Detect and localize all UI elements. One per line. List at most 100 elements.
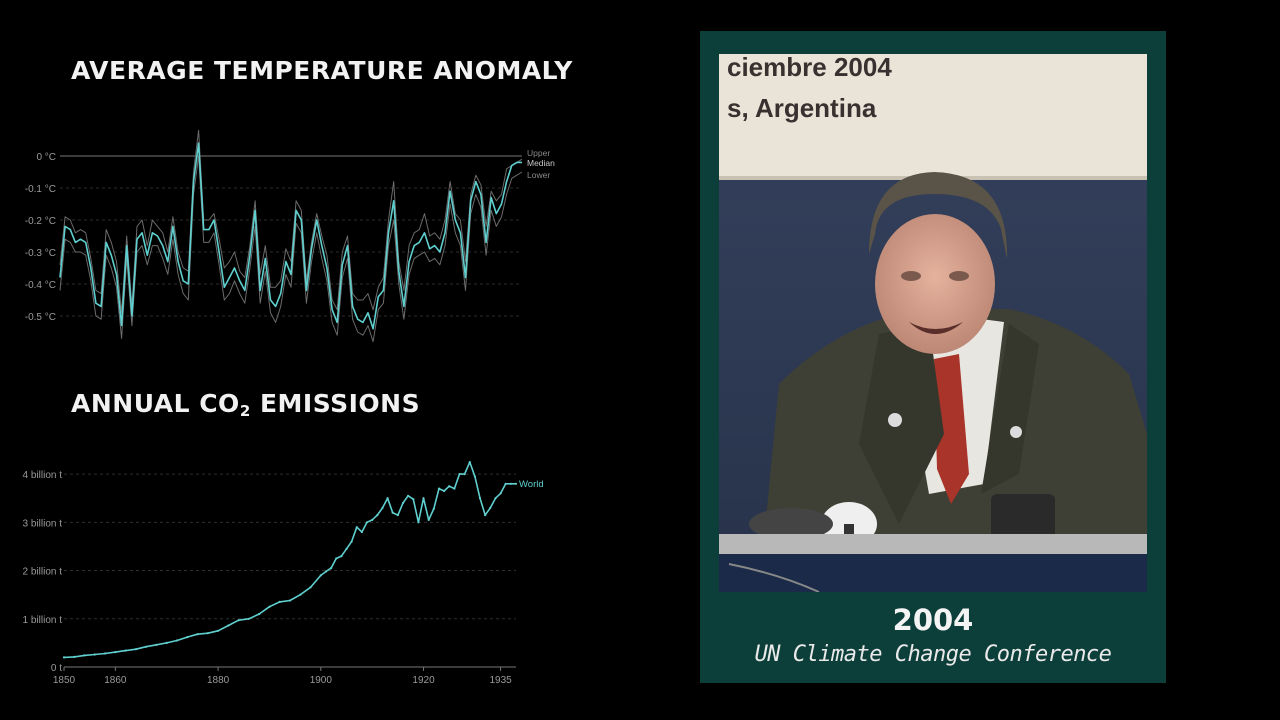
co2-data-point (432, 507, 435, 510)
co2-data-point (458, 473, 461, 476)
co2-data-point (247, 617, 250, 620)
co2-data-point (407, 494, 410, 497)
co2-data-point (350, 540, 353, 543)
co2-data-point (391, 511, 394, 514)
temp-y-tick-label: 0 °C (36, 152, 56, 163)
co2-x-tick-label: 1880 (207, 675, 230, 686)
co2-data-point (155, 643, 158, 646)
banner-text-line2: s, Argentina (727, 93, 877, 123)
co2-emissions-chart: 4 billion t 3 billion t 2 billion t 1 billi… (23, 461, 544, 686)
co2-data-point (509, 482, 512, 485)
co2-data-point (484, 514, 487, 517)
desk-front (719, 554, 1147, 592)
co2-data-point (371, 518, 374, 521)
co2-data-point (437, 487, 441, 490)
red-tie (934, 354, 969, 504)
co2-series-world-line (63, 461, 516, 659)
co2-data-point (489, 506, 492, 509)
co2-data-point (258, 612, 261, 616)
co2-data-point (360, 530, 363, 534)
co2-title-subscript: 2 (239, 402, 251, 420)
co2-y-tick-label: 0 t (51, 663, 62, 674)
co2-data-point (104, 652, 107, 655)
co2-x-tick-label: 1920 (412, 675, 435, 686)
co2-data-point (514, 482, 518, 485)
co2-data-point (278, 600, 281, 603)
co2-data-point (124, 649, 127, 652)
speaker-hair (869, 172, 1008, 259)
co2-data-point (473, 475, 476, 478)
co2-data-point (335, 557, 338, 560)
co2-data-point (324, 570, 328, 573)
co2-data-point (165, 641, 168, 644)
event-year: 2004 (892, 603, 974, 637)
temp-y-tick-label: -0.1 °C (25, 184, 56, 195)
co2-y-tick-label: 4 billion t (23, 470, 63, 481)
speaker-face (875, 214, 995, 354)
co2-data-point (376, 514, 379, 517)
co2-data-point (448, 485, 451, 488)
co2-data-point (175, 639, 179, 642)
co2-data-point (355, 526, 358, 529)
temperature-anomaly-chart: 0 °C -0.1 °C -0.2 °C -0.3 °C -0.4 °C -0.5 °C U… (25, 129, 555, 343)
co2-data-point (443, 489, 446, 493)
co2-data-point (504, 482, 507, 485)
conference-photo-illustration: ciembre 2004 s, Argentina (719, 54, 1147, 592)
co2-data-point (319, 574, 322, 577)
co2-x-tick-label: 1850 (53, 675, 76, 686)
co2-data-point (396, 514, 399, 517)
temperature-chart-title: AVERAGE TEMPERATURE ANOMALY (71, 56, 573, 85)
co2-data-point (417, 521, 420, 524)
co2-data-point (386, 497, 389, 500)
temp-y-tick-label: -0.2 °C (25, 216, 56, 227)
co2-data-point (499, 492, 502, 495)
co2-data-point (365, 521, 369, 524)
co2-data-point (401, 501, 405, 505)
co2-data-point (134, 648, 137, 651)
co2-data-point (309, 586, 312, 589)
co2-data-point (478, 497, 482, 500)
co2-data-point (330, 567, 333, 570)
co2-data-point (145, 645, 148, 648)
temp-series-upper-line (59, 129, 523, 314)
co2-data-point (453, 487, 456, 490)
co2-data-point (217, 629, 220, 632)
co2-data-point (206, 632, 209, 635)
co2-data-point (186, 636, 189, 639)
co2-data-point (412, 498, 415, 501)
co2-data-point (345, 547, 348, 550)
co2-data-point (299, 593, 302, 596)
co2-data-point (196, 633, 199, 636)
co2-x-tick-label: 1935 (489, 675, 512, 686)
co2-data-point (340, 555, 343, 558)
co2-x-tick-label: 1860 (104, 675, 127, 686)
temp-legend-median: Median (527, 158, 555, 168)
co2-data-point (381, 506, 384, 509)
co2-data-point (73, 655, 76, 658)
temp-y-tick-label: -0.5 °C (25, 312, 56, 323)
co2-y-tick-label: 3 billion t (23, 518, 63, 529)
temp-y-tick-label: -0.4 °C (25, 280, 56, 291)
banner-sign (719, 54, 1147, 179)
temp-y-tick-label: -0.3 °C (25, 248, 56, 259)
co2-data-point (422, 497, 425, 500)
co2-data-point (268, 605, 271, 608)
co2-data-point (427, 518, 430, 521)
co2-title-suffix: EMISSIONS (250, 389, 421, 418)
co2-title-prefix: ANNUAL CO (71, 389, 240, 418)
co2-data-point (494, 497, 497, 500)
temp-legend-lower: Lower (527, 170, 550, 180)
co2-x-tick-label: 1900 (310, 675, 333, 686)
co2-data-point (83, 654, 86, 657)
co2-data-point (227, 624, 230, 627)
co2-legend-world: World (519, 479, 544, 490)
co2-data-point (93, 653, 96, 656)
co2-data-point (114, 651, 117, 654)
co2-y-tick-label: 2 billion t (23, 567, 63, 578)
banner-text-line1: ciembre 2004 (727, 54, 892, 82)
temp-series-lower-line (59, 155, 523, 343)
co2-y-tick-label: 1 billion t (23, 615, 63, 626)
co2-data-point (463, 473, 466, 476)
event-caption: UN Climate Change Conference (754, 642, 1112, 667)
conference-photo: ciembre 2004 s, Argentina (719, 54, 1147, 592)
